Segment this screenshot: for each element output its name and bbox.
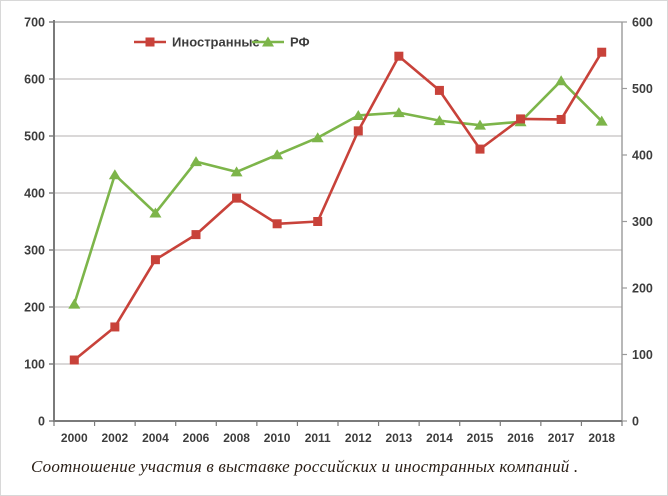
right-axis: 0 100 200 300 400 500 600 — [622, 16, 653, 429]
x-axis-label: 2013 — [386, 431, 413, 445]
x-axis-label: 2015 — [467, 431, 494, 445]
chart-area: 0 100 200 300 400 500 600 700 0 100 200 300 400 500 60… — [1, 1, 667, 449]
legend-item-foreign: Иностранные — [134, 35, 260, 50]
left-axis-label: 500 — [24, 130, 45, 144]
left-axis-label: 400 — [24, 187, 45, 201]
left-axis-label: 300 — [24, 244, 45, 258]
left-axis-label: 200 — [24, 301, 45, 315]
left-axis: 0 100 200 300 400 500 600 700 — [24, 16, 54, 429]
series-rf-marker — [595, 115, 608, 126]
x-axis-label: 2006 — [183, 431, 210, 445]
series-foreign-marker — [434, 85, 444, 95]
series-rf-marker — [555, 75, 568, 86]
series-foreign-marker — [110, 322, 120, 332]
right-axis-label: 600 — [632, 16, 653, 30]
series-foreign-marker — [597, 47, 607, 57]
series-rf-marker — [271, 149, 284, 160]
x-axis-label: 2017 — [548, 431, 575, 445]
legend-label: Иностранные — [172, 35, 260, 50]
series-foreign-marker — [556, 114, 566, 124]
legend: Иностранные РФ — [134, 35, 310, 50]
right-axis-label: 400 — [632, 149, 653, 163]
series-rf-marker — [230, 166, 243, 177]
series-rf — [68, 75, 608, 309]
series-rf-marker — [474, 119, 486, 130]
left-axis-label: 700 — [24, 16, 45, 30]
series-rf-marker — [433, 115, 446, 126]
right-axis-label: 100 — [632, 348, 653, 362]
x-axis-label: 2004 — [142, 431, 169, 445]
legend-item-rf: РФ — [252, 35, 310, 50]
series-foreign-marker — [313, 217, 323, 226]
left-axis-label: 0 — [38, 415, 45, 429]
gridlines — [54, 78, 622, 365]
series-rf-marker — [392, 107, 405, 118]
x-axis-label: 2008 — [223, 431, 250, 445]
x-axis-label: 2014 — [426, 431, 453, 445]
x-axis-label: 2000 — [61, 431, 88, 445]
series-rf-marker — [311, 132, 324, 143]
legend-marker-square — [145, 37, 155, 47]
x-axis-label: 2010 — [264, 431, 291, 445]
series-rf-marker — [149, 207, 162, 218]
right-axis-label: 300 — [632, 215, 653, 229]
right-axis-label: 0 — [632, 415, 639, 429]
series-foreign-marker — [353, 126, 363, 136]
x-axis-label: 2002 — [102, 431, 129, 445]
series-rf-marker — [68, 298, 81, 309]
chart-caption: Соотношение участия в выставке российски… — [31, 457, 579, 476]
series-foreign-marker — [150, 255, 160, 265]
series-foreign-marker — [475, 144, 485, 154]
series-foreign-line — [72, 50, 604, 362]
series-foreign-marker — [516, 114, 526, 124]
series-foreign-marker — [232, 193, 242, 203]
legend-label: РФ — [290, 35, 310, 50]
left-axis-label: 600 — [24, 73, 45, 87]
series-foreign-marker — [69, 355, 79, 365]
left-axis-label: 100 — [24, 358, 45, 372]
series-rf-marker — [108, 169, 121, 180]
series-foreign-marker — [272, 219, 282, 229]
series-rf-line — [72, 79, 604, 306]
right-axis-label: 500 — [632, 82, 653, 96]
series-rf-marker — [190, 156, 202, 167]
x-axis: 2000 2002 2004 2006 2008 2010 2011 2012 2013 2014… — [53, 421, 623, 445]
legend-marker-triangle — [262, 36, 274, 47]
x-axis-label: 2011 — [305, 431, 331, 445]
x-axis-label: 2018 — [588, 431, 615, 445]
x-axis-label: 2012 — [345, 431, 372, 445]
right-axis-label: 200 — [632, 282, 653, 296]
chart-svg: 0 100 200 300 400 500 600 700 0 100 200 300 400 500 60… — [24, 16, 653, 446]
series-foreign-marker — [394, 51, 404, 61]
x-axis-label: 2016 — [507, 431, 534, 445]
series-foreign-marker — [191, 230, 201, 240]
series-foreign — [69, 47, 607, 365]
series-rf-marker — [352, 109, 365, 120]
